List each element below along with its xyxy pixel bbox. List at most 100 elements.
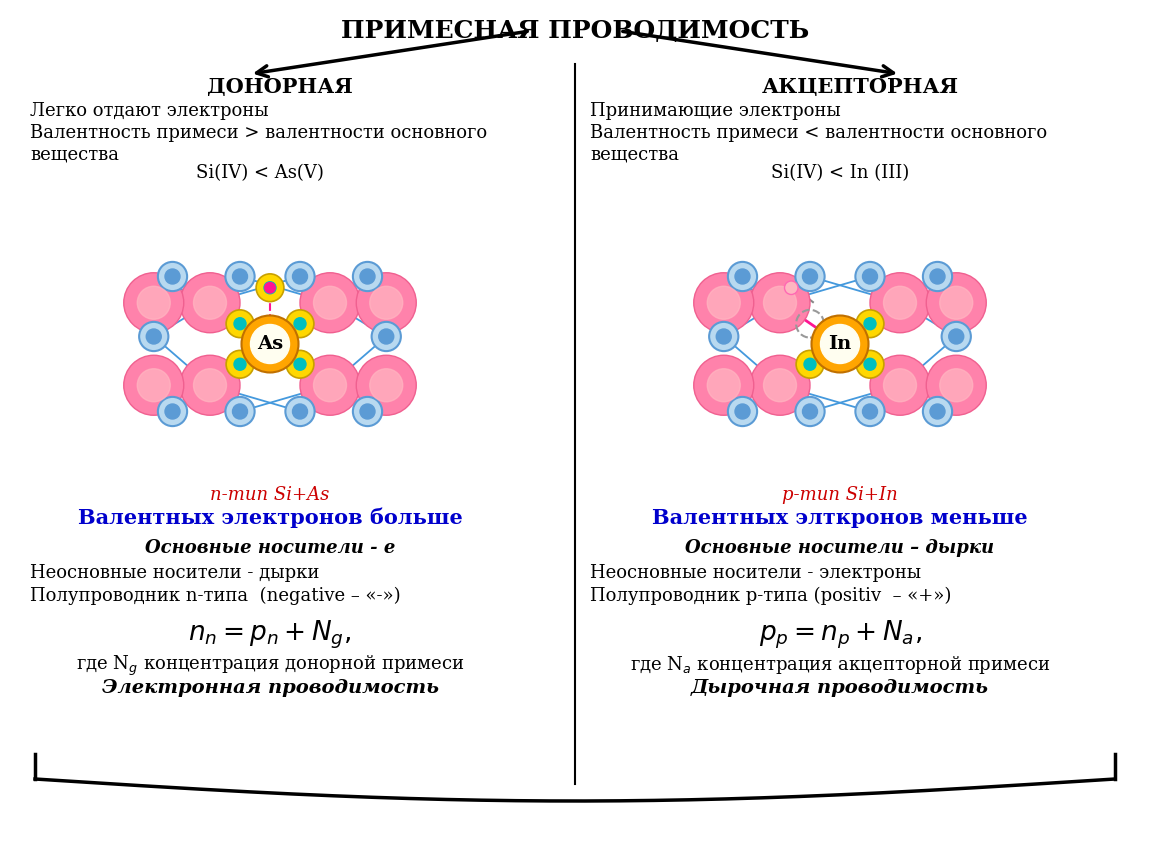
Text: вещества: вещества: [30, 146, 118, 164]
Text: Валентных элткронов меньше: Валентных элткронов меньше: [652, 508, 1028, 528]
Circle shape: [286, 351, 314, 378]
Circle shape: [883, 369, 917, 402]
Circle shape: [784, 281, 798, 295]
Text: Принимающие электроны: Принимающие электроны: [590, 102, 841, 120]
Circle shape: [181, 273, 240, 333]
Circle shape: [930, 404, 945, 419]
Circle shape: [232, 404, 247, 419]
Text: Неосновные носители - дырки: Неосновные носители - дырки: [30, 564, 320, 582]
Circle shape: [750, 273, 810, 333]
Circle shape: [378, 329, 393, 344]
Circle shape: [930, 269, 945, 284]
Circle shape: [750, 355, 810, 416]
Circle shape: [360, 404, 375, 419]
Circle shape: [856, 310, 884, 338]
Circle shape: [360, 269, 375, 284]
Circle shape: [137, 286, 170, 320]
Circle shape: [264, 282, 276, 294]
Circle shape: [233, 318, 246, 330]
Circle shape: [233, 359, 246, 371]
Circle shape: [922, 397, 952, 426]
Circle shape: [871, 273, 930, 333]
Text: Si(IV) < In (III): Si(IV) < In (III): [770, 164, 910, 182]
Text: Неосновные носители - электроны: Неосновные носители - электроны: [590, 564, 921, 582]
Circle shape: [856, 351, 884, 378]
Circle shape: [256, 274, 284, 302]
Circle shape: [707, 369, 741, 402]
Circle shape: [949, 329, 964, 344]
Circle shape: [735, 404, 750, 419]
Circle shape: [158, 397, 187, 426]
Circle shape: [856, 262, 884, 291]
Text: вещества: вещества: [590, 146, 678, 164]
Circle shape: [871, 355, 930, 416]
Circle shape: [940, 286, 973, 320]
Circle shape: [804, 359, 816, 371]
Circle shape: [181, 355, 240, 416]
Circle shape: [693, 355, 753, 416]
Text: Полупроводник p-типа (positiv  – «+»): Полупроводник p-типа (positiv – «+»): [590, 587, 951, 606]
Circle shape: [294, 318, 306, 330]
Circle shape: [124, 273, 184, 333]
Circle shape: [856, 397, 884, 426]
Text: Валентность примеси > валентности основного: Валентность примеси > валентности основн…: [30, 124, 488, 142]
Circle shape: [883, 286, 917, 320]
Text: As: As: [256, 335, 283, 353]
Circle shape: [710, 322, 738, 351]
Circle shape: [225, 397, 254, 426]
Text: Электронная проводимость: Электронная проводимость: [101, 679, 438, 697]
Circle shape: [942, 322, 971, 351]
Circle shape: [922, 262, 952, 291]
Text: p-тип Si+In: p-тип Si+In: [782, 486, 898, 504]
Text: где N$_a$ концентрация акцепторной примеси: где N$_a$ концентрация акцепторной приме…: [630, 654, 1050, 676]
Circle shape: [764, 369, 797, 402]
Text: Полупроводник n-типа  (negative – «-»): Полупроводник n-типа (negative – «-»): [30, 587, 400, 606]
Text: n-тип Si+As: n-тип Si+As: [210, 486, 330, 504]
Circle shape: [124, 355, 184, 416]
Circle shape: [812, 315, 868, 372]
Text: Дырочная проводимость: Дырочная проводимость: [691, 679, 989, 697]
Text: $p_p = n_p +N_a,$: $p_p = n_p +N_a,$: [759, 619, 921, 651]
Circle shape: [300, 355, 360, 416]
Circle shape: [300, 273, 360, 333]
Text: $n_n= p_n+N_g,$: $n_n= p_n+N_g,$: [189, 619, 352, 651]
Circle shape: [158, 262, 187, 291]
Text: Легко отдают электроны: Легко отдают электроны: [30, 102, 269, 120]
Text: Валентных электронов больше: Валентных электронов больше: [78, 508, 462, 529]
Text: Si(IV) < As(V): Si(IV) < As(V): [196, 164, 324, 182]
Circle shape: [193, 286, 227, 320]
Circle shape: [926, 355, 987, 416]
Text: где N$_g$ концентрация донорной примеси: где N$_g$ концентрация донорной примеси: [76, 654, 465, 678]
Circle shape: [926, 273, 987, 333]
Circle shape: [193, 369, 227, 402]
Circle shape: [796, 397, 825, 426]
Circle shape: [353, 397, 382, 426]
Circle shape: [286, 310, 314, 338]
Circle shape: [251, 325, 290, 364]
Circle shape: [164, 269, 181, 284]
Circle shape: [353, 262, 382, 291]
Circle shape: [796, 262, 825, 291]
Circle shape: [146, 329, 161, 344]
Circle shape: [285, 262, 315, 291]
Circle shape: [716, 329, 731, 344]
Circle shape: [285, 397, 315, 426]
Circle shape: [803, 404, 818, 419]
Circle shape: [940, 369, 973, 402]
Circle shape: [693, 273, 753, 333]
Text: ДОНОРНАЯ: ДОНОРНАЯ: [207, 77, 353, 97]
Circle shape: [227, 351, 254, 378]
Text: АКЦЕПТОРНАЯ: АКЦЕПТОРНАЯ: [761, 77, 959, 97]
Circle shape: [292, 269, 307, 284]
Circle shape: [707, 286, 741, 320]
Circle shape: [864, 318, 876, 330]
Circle shape: [232, 269, 247, 284]
Circle shape: [292, 404, 307, 419]
Circle shape: [864, 359, 876, 371]
Circle shape: [371, 322, 401, 351]
Circle shape: [370, 286, 402, 320]
Circle shape: [356, 355, 416, 416]
Circle shape: [164, 404, 181, 419]
Text: Валентность примеси < валентности основного: Валентность примеси < валентности основн…: [590, 124, 1048, 142]
Circle shape: [356, 273, 416, 333]
